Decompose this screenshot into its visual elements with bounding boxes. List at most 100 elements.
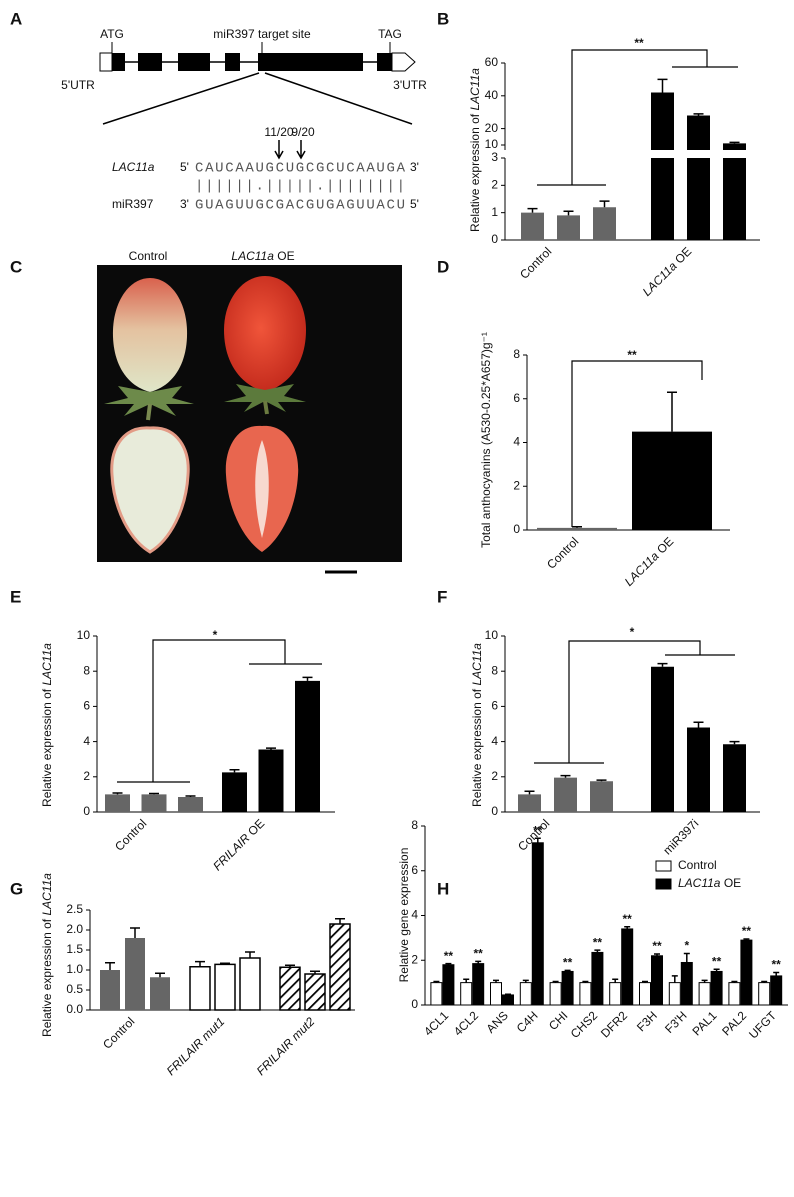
y-tick-label: 6 (411, 863, 418, 877)
bar (125, 938, 145, 1010)
error-bar (475, 960, 482, 964)
y-tick-label: 6 (513, 391, 520, 405)
y-tick-label: 2 (491, 769, 498, 783)
x-tick-label: PAL2 (719, 1008, 749, 1038)
error-bar (594, 949, 601, 953)
significance-bracket (534, 640, 735, 764)
start-codon: ATG (100, 27, 124, 41)
error-bar (220, 962, 230, 965)
error-bar (195, 960, 205, 967)
x-tick-label: LAC11a OE (640, 244, 695, 299)
target-site-label: miR397 target site (213, 27, 311, 41)
fruit (224, 276, 306, 392)
panel-label: H (437, 879, 449, 898)
bar (561, 970, 574, 1006)
y-tick-label: 2 (83, 769, 90, 783)
bar (531, 842, 544, 1006)
y-tick-label: 20 (485, 121, 499, 135)
bar (295, 680, 320, 812)
bar (680, 961, 693, 1006)
text-part: LAC11a (468, 68, 482, 111)
error-bar (713, 968, 720, 972)
bar (668, 982, 681, 1006)
text-part: Relative expression of (470, 686, 484, 807)
bar (490, 982, 502, 1006)
y-axis-label: Relative expression of LAC11a (40, 873, 54, 1037)
y-tick-label: 1 (491, 205, 498, 219)
y-axis-label: Relative expression of LAC11a (40, 643, 54, 807)
bar (723, 744, 746, 812)
x-tick-label: UFGT (746, 1008, 779, 1041)
error-bar (524, 790, 535, 795)
y-tick-label: 40 (485, 88, 499, 102)
significance: ** (634, 36, 644, 50)
y-tick-label: 0.0 (66, 1002, 83, 1016)
panel-label: A (10, 9, 22, 28)
y-tick-label: 8 (83, 663, 90, 677)
x-tick-label: DFR2 (598, 1008, 630, 1040)
bar (770, 975, 783, 1006)
text-part: LAC11a (678, 876, 721, 890)
cleavage-arrows (274, 140, 306, 160)
error-bar (582, 980, 589, 983)
x-tick-label: CHI (546, 1008, 571, 1033)
y-tick-label: 0 (83, 804, 90, 818)
legend-label: LAC11a OE (678, 876, 741, 890)
y-tick-label: 2.0 (66, 922, 83, 936)
bar (621, 928, 634, 1006)
significance: ** (593, 935, 603, 949)
significance-bracket (117, 639, 322, 783)
bar (728, 982, 741, 1006)
end-label: 5' (410, 197, 419, 211)
bar (687, 115, 710, 240)
gene-diagram: A ATG miR397 target site TAG 5'UTR 3'UTR… (10, 9, 427, 213)
error-bar (266, 747, 276, 750)
error-bar (229, 769, 240, 773)
bar (651, 955, 663, 1006)
significance-bracket (537, 49, 738, 186)
stem (146, 403, 152, 421)
y-axis-label: Total anthocyanins (A530-0.25*A657)g⁻¹ (479, 332, 493, 548)
x-tick-label: Control (544, 534, 581, 571)
error-bar (433, 980, 440, 983)
significance: ** (444, 949, 454, 963)
bar (521, 212, 544, 240)
exon (258, 53, 363, 71)
x-tick-label: FRILAIR mut2 (254, 1014, 318, 1078)
panel-label: F (437, 587, 447, 606)
significance: ** (742, 924, 752, 938)
significance: ** (623, 912, 633, 926)
y-tick-label: 0 (491, 232, 498, 246)
error-bar (493, 979, 499, 983)
y-tick-label: 6 (491, 699, 498, 713)
error-bar (729, 740, 740, 745)
utr-box (99, 52, 113, 72)
y-tick-label: 0 (491, 804, 498, 818)
y-tick-label: 2 (513, 478, 520, 492)
text-part: LAC11a (231, 249, 274, 263)
error-bar (701, 979, 708, 983)
bar (651, 666, 674, 812)
stop-codon: TAG (378, 27, 402, 41)
bar (609, 982, 622, 1006)
bar (549, 982, 562, 1006)
bar (222, 772, 247, 812)
error-bar (671, 975, 678, 983)
y-tick-label: 4 (411, 908, 418, 922)
error-bar (302, 676, 313, 681)
y-tick-label: 4 (491, 734, 498, 748)
significance: ** (533, 823, 543, 837)
y-tick-label: 4 (513, 435, 520, 449)
y-tick-label: 1.5 (66, 942, 83, 956)
error-bar (505, 993, 511, 996)
error-bar (642, 980, 648, 983)
error-bar (743, 938, 750, 941)
error-bar (596, 779, 607, 782)
bar (258, 749, 284, 812)
bar (460, 982, 473, 1006)
y-tick-label: 0 (411, 997, 418, 1011)
significance: * (684, 939, 689, 953)
y-axis-label: Relative gene expression (397, 848, 411, 983)
text-part: LAC11a (640, 259, 680, 299)
x-tick-label: ANS (484, 1008, 511, 1035)
